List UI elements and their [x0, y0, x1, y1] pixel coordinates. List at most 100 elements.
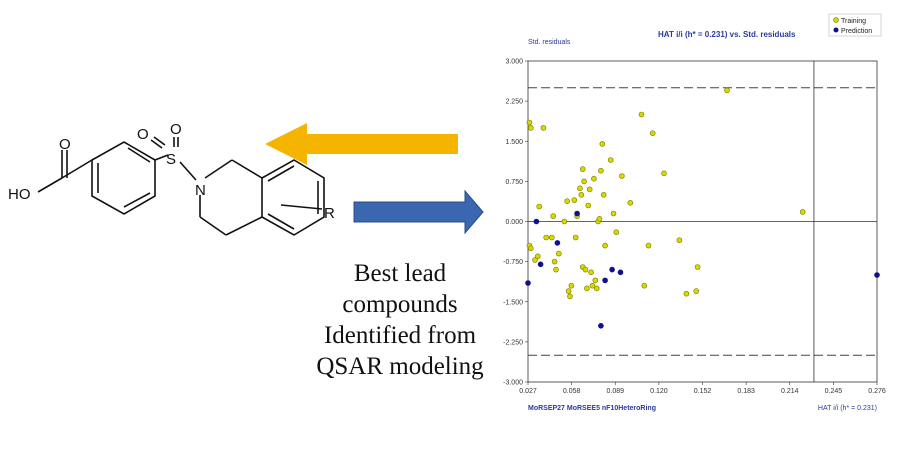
training-point: [588, 269, 594, 276]
prediction-point: [598, 322, 604, 329]
lead-caption: Best lead compounds Identified from QSAR…: [300, 258, 500, 382]
training-point: [548, 234, 555, 241]
training-point: [638, 111, 645, 118]
prediction-point: [602, 277, 608, 284]
training-point: [534, 253, 541, 260]
legend: Training Prediction: [828, 13, 882, 37]
benzene-ring: [91, 141, 156, 215]
prediction-point: [533, 218, 540, 225]
flow-arrows: [265, 123, 484, 235]
training-point: [532, 257, 538, 263]
sulfonyl-oxygen-top-label: O: [170, 121, 182, 138]
left-arrow-icon: [265, 123, 458, 165]
x-tick-label: 0.120: [650, 388, 668, 395]
y-tick-label: 3.000: [505, 59, 523, 66]
training-point: [543, 234, 550, 241]
descriptors-label: MoRSEP27 MoRSEE5 nF10HeteroRing: [528, 405, 656, 412]
training-point: [572, 234, 579, 241]
training-point: [613, 229, 620, 235]
training-point: [627, 200, 634, 206]
training-point: [799, 209, 806, 215]
legend-marker-prediction: [833, 27, 839, 33]
legend-marker-training: [833, 17, 839, 23]
training-point: [565, 288, 572, 294]
training-point: [551, 258, 558, 265]
training-point: [592, 277, 599, 284]
fused-aromatic-ring: [261, 159, 325, 236]
training-point: [564, 198, 570, 204]
training-point: [527, 125, 534, 131]
chart-title: HAT i/i (h* = 0.231) vs. Std. residuals: [658, 30, 796, 39]
training-point: [586, 186, 593, 193]
x-tick-label: 0.027: [519, 388, 537, 395]
prediction-point: [617, 269, 624, 276]
training-point: [536, 203, 543, 210]
hydroxyl-label: HO: [8, 186, 31, 203]
training-point: [567, 293, 573, 300]
y-tick-label: -0.750: [503, 259, 523, 266]
training-point: [676, 237, 683, 243]
training-point: [526, 119, 533, 126]
y-tick-label: -2.250: [503, 339, 523, 346]
prediction-point: [874, 272, 880, 278]
prediction-point: [525, 280, 531, 286]
training-point: [581, 178, 587, 185]
molecule-structure: O HO O O S N R: [8, 121, 335, 236]
prediction-point: [609, 266, 615, 273]
training-point: [585, 202, 592, 209]
caption-line: Identified from: [323, 322, 477, 349]
x-tick-label: 0.276: [868, 388, 886, 395]
x-tick-label: 0.183: [737, 388, 755, 395]
x-tick-label: 0.214: [781, 388, 799, 395]
caption-line: QSAR modeling: [316, 353, 484, 380]
training-point: [607, 157, 614, 163]
x-tick-label: 0.058: [563, 388, 581, 395]
training-point: [641, 282, 648, 289]
training-point: [598, 167, 604, 174]
training-point: [593, 285, 600, 292]
x-axis-label: HAT i/i (h* = 0.231): [818, 405, 877, 412]
training-point: [683, 290, 690, 297]
right-arrow-icon: [353, 189, 484, 235]
training-point: [578, 192, 585, 198]
x-tick-label: 0.245: [825, 388, 843, 395]
training-point: [610, 210, 617, 217]
y-tick-label: 0.000: [505, 219, 523, 226]
training-point: [568, 282, 575, 289]
y-tick-label: 2.250: [505, 99, 523, 106]
y-tick-label: 1.500: [505, 139, 523, 146]
x-tick-label: 0.089: [606, 388, 624, 395]
sulfur-label: S: [166, 151, 176, 168]
training-point: [584, 285, 590, 292]
x-tick-label: 0.152: [694, 388, 712, 395]
williams-plot: HAT i/i (h* = 0.231) vs. Std. residuals …: [503, 13, 886, 412]
training-point: [527, 245, 534, 252]
training-point: [724, 87, 730, 94]
training-point: [645, 242, 652, 249]
training-point: [556, 250, 562, 257]
caption-line: compounds: [342, 291, 458, 318]
training-point: [693, 288, 699, 294]
prediction-point: [554, 240, 561, 246]
caption-line: Best lead: [353, 260, 447, 287]
legend-label-prediction: Prediction: [841, 28, 872, 35]
training-point: [561, 218, 568, 225]
training-point: [599, 141, 606, 147]
training-point: [540, 125, 547, 131]
training-point: [602, 242, 608, 249]
training-point: [553, 266, 559, 273]
training-point: [571, 197, 578, 203]
training-point: [649, 130, 656, 136]
r-group-label: R: [324, 205, 335, 222]
y-tick-label: -3.000: [503, 380, 523, 387]
carbonyl-oxygen-label: O: [59, 136, 71, 153]
prediction-point: [537, 261, 544, 268]
nitrogen-label: N: [195, 182, 206, 199]
training-point: [661, 170, 667, 177]
y-tick-label: 0.750: [505, 179, 523, 186]
training-point: [582, 266, 589, 273]
training-point: [577, 185, 583, 192]
training-point: [550, 213, 557, 219]
training-point: [694, 264, 701, 270]
y-axis-label: Std. residuals: [528, 39, 571, 46]
